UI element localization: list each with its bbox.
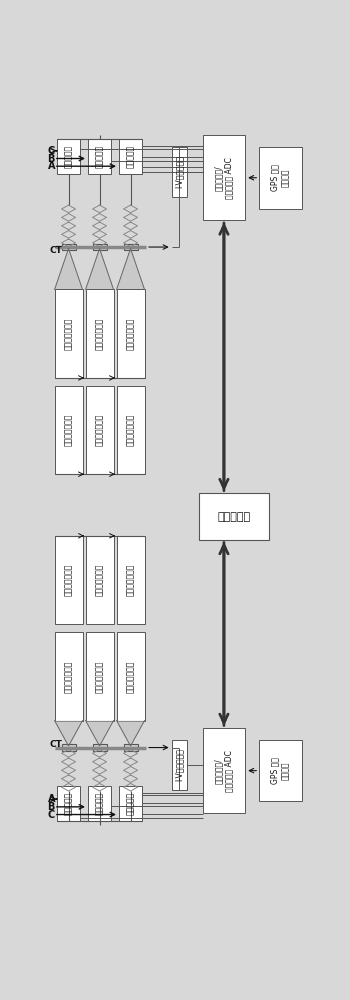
Text: A: A bbox=[48, 794, 55, 804]
Polygon shape bbox=[55, 249, 83, 289]
Text: B: B bbox=[48, 153, 55, 163]
Bar bbox=[203, 728, 245, 813]
Bar bbox=[172, 740, 187, 790]
Bar bbox=[86, 386, 113, 474]
Text: 中央处理机: 中央处理机 bbox=[217, 512, 250, 522]
Text: I-V转换及保护: I-V转换及保护 bbox=[175, 156, 184, 188]
Text: 电缆金属屏蔽层: 电缆金属屏蔽层 bbox=[95, 317, 104, 350]
Text: CT: CT bbox=[50, 740, 63, 749]
Text: 电缆金属屏蔽层: 电缆金属屏蔽层 bbox=[64, 414, 73, 446]
Bar bbox=[86, 632, 113, 721]
Text: C: C bbox=[48, 146, 55, 156]
Polygon shape bbox=[55, 721, 83, 746]
Bar bbox=[117, 632, 145, 721]
Text: I-V转换及保护: I-V转换及保护 bbox=[175, 748, 184, 781]
Bar bbox=[117, 386, 145, 474]
Bar bbox=[57, 786, 80, 821]
Bar bbox=[62, 244, 76, 250]
Bar bbox=[62, 744, 76, 751]
Text: 多路同步模/
数转换电路 ADC: 多路同步模/ 数转换电路 ADC bbox=[214, 157, 234, 199]
Bar bbox=[55, 386, 83, 474]
Text: 电缆金属屏蔽层: 电缆金属屏蔽层 bbox=[126, 414, 135, 446]
Bar bbox=[55, 536, 83, 624]
Text: 电缆金属屏蔽层: 电缆金属屏蔽层 bbox=[64, 660, 73, 693]
Text: A: A bbox=[48, 161, 55, 171]
Text: 电压互感器: 电压互感器 bbox=[95, 145, 104, 168]
Bar bbox=[124, 244, 138, 250]
Bar bbox=[86, 536, 113, 624]
Text: 电压互感器: 电压互感器 bbox=[126, 792, 135, 815]
Text: 电缆金属屏蔽层: 电缆金属屏蔽层 bbox=[95, 414, 104, 446]
Bar bbox=[86, 289, 113, 378]
Bar bbox=[119, 786, 142, 821]
Text: CT: CT bbox=[50, 246, 63, 255]
Text: 电缆金属屏蔽层: 电缆金属屏蔽层 bbox=[95, 660, 104, 693]
Text: GPS 卫星
同步时钟: GPS 卫星 同步时钟 bbox=[271, 164, 290, 191]
Bar bbox=[92, 744, 106, 751]
Text: 电缆金属屏蔽层: 电缆金属屏蔽层 bbox=[95, 564, 104, 596]
Text: 电缆金属屏蔽层: 电缆金属屏蔽层 bbox=[126, 660, 135, 693]
Text: 电压互感器: 电压互感器 bbox=[64, 145, 73, 168]
Text: GPS 卫星
同步时钟: GPS 卫星 同步时钟 bbox=[271, 757, 290, 784]
Polygon shape bbox=[117, 721, 145, 746]
Polygon shape bbox=[86, 721, 113, 746]
Text: 电缆金属屏蔽层: 电缆金属屏蔽层 bbox=[64, 317, 73, 350]
Bar bbox=[259, 740, 302, 801]
Bar bbox=[172, 147, 187, 197]
Bar bbox=[119, 139, 142, 174]
Bar bbox=[124, 744, 138, 751]
Bar bbox=[259, 147, 302, 209]
Text: 电缆金属屏蔽层: 电缆金属屏蔽层 bbox=[126, 317, 135, 350]
Bar bbox=[55, 289, 83, 378]
Bar bbox=[88, 786, 111, 821]
Bar bbox=[57, 139, 80, 174]
Text: 电压互感器: 电压互感器 bbox=[126, 145, 135, 168]
Polygon shape bbox=[117, 249, 145, 289]
Bar bbox=[55, 632, 83, 721]
Text: 电压互感器: 电压互感器 bbox=[64, 792, 73, 815]
Bar bbox=[199, 493, 268, 540]
Polygon shape bbox=[86, 249, 113, 289]
Bar bbox=[203, 135, 245, 220]
Bar bbox=[88, 139, 111, 174]
Text: 多路同步模/
数转换电路 ADC: 多路同步模/ 数转换电路 ADC bbox=[214, 750, 234, 792]
Bar bbox=[117, 536, 145, 624]
Text: C: C bbox=[48, 810, 55, 820]
Bar bbox=[92, 244, 106, 250]
Text: 电压互感器: 电压互感器 bbox=[95, 792, 104, 815]
Bar bbox=[117, 289, 145, 378]
Text: 电缆金属屏蔽层: 电缆金属屏蔽层 bbox=[64, 564, 73, 596]
Text: 电缆金属屏蔽层: 电缆金属屏蔽层 bbox=[126, 564, 135, 596]
Text: B: B bbox=[48, 802, 55, 812]
